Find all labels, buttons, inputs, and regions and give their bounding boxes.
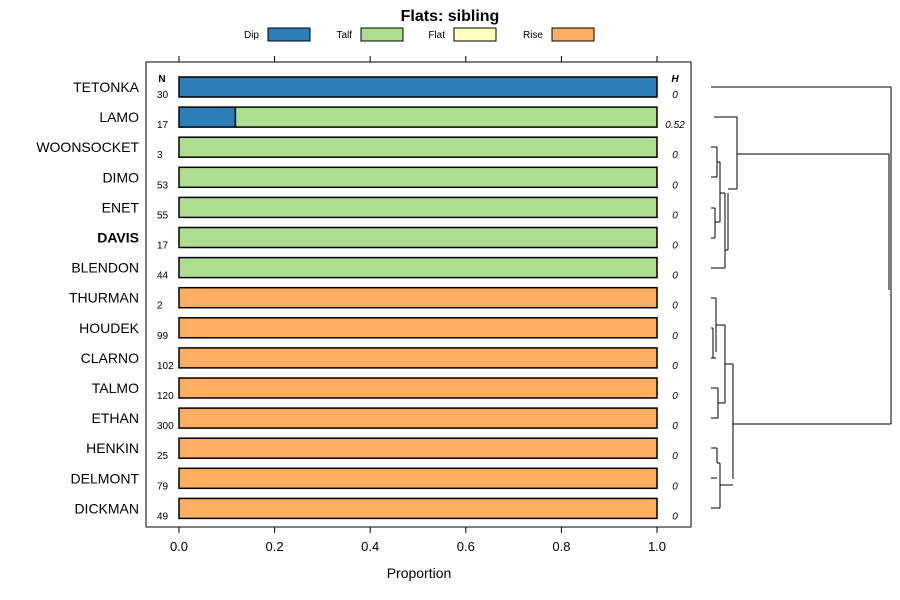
bars-group bbox=[178, 76, 658, 520]
n-value-talmo: 120 bbox=[157, 391, 174, 402]
n-value-davis: 17 bbox=[157, 241, 169, 252]
n-value-thurman: 2 bbox=[157, 301, 163, 312]
h-value-houdek: 0 bbox=[672, 331, 678, 342]
n-value-dimo: 53 bbox=[157, 180, 169, 191]
bar-enet-talf bbox=[178, 196, 658, 219]
h-value-enet: 0 bbox=[672, 210, 678, 221]
h-value-clarno: 0 bbox=[672, 361, 678, 372]
h-value-lamo: 0.52 bbox=[665, 120, 685, 131]
row-label-delmont: DELMONT bbox=[71, 470, 140, 486]
h-value-woonsocket: 0 bbox=[672, 150, 678, 161]
bar-davis-talf bbox=[178, 226, 658, 249]
h-labels: 0 0.52 0 0 0 0 0 0 0 0 0 0 0 0 0 bbox=[665, 90, 685, 522]
n-column-header: N bbox=[158, 74, 165, 85]
n-value-henkin: 25 bbox=[157, 451, 169, 462]
n-value-houdek: 99 bbox=[157, 331, 169, 342]
n-value-blendon: 44 bbox=[157, 271, 169, 282]
h-value-davis: 0 bbox=[672, 241, 678, 252]
legend-label-talf: Talf bbox=[336, 30, 352, 41]
bar-lamo-dip bbox=[178, 106, 237, 128]
bar-clarno-rise bbox=[178, 347, 658, 369]
h-value-dickman: 0 bbox=[672, 511, 678, 522]
legend-label-flat: Flat bbox=[428, 30, 445, 41]
x-tick-label-4: 0.8 bbox=[552, 539, 570, 554]
h-value-talmo: 0 bbox=[672, 391, 678, 402]
row-label-dickman: DICKMAN bbox=[74, 500, 139, 516]
bar-thurman-rise bbox=[178, 286, 658, 309]
row-label-thurman: THURMAN bbox=[69, 290, 139, 306]
n-value-delmont: 79 bbox=[157, 481, 169, 492]
h-value-delmont: 0 bbox=[672, 481, 678, 492]
h-value-henkin: 0 bbox=[672, 451, 678, 462]
bar-dickman-rise bbox=[178, 497, 658, 520]
row-label-ethan: ETHAN bbox=[92, 410, 139, 426]
bar-lamo-talf bbox=[234, 106, 658, 128]
bar-tetonka-dip bbox=[178, 76, 658, 98]
legend-swatch-dip bbox=[267, 27, 311, 42]
legend-swatch-flat bbox=[453, 27, 497, 42]
row-label-dimo: DIMO bbox=[102, 169, 139, 185]
legend-swatch-talf bbox=[360, 27, 404, 42]
bar-talmo-rise bbox=[178, 377, 658, 399]
h-value-blendon: 0 bbox=[672, 271, 678, 282]
n-value-lamo: 17 bbox=[157, 120, 169, 131]
n-value-woonsocket: 3 bbox=[157, 150, 163, 161]
row-label-talmo: TALMO bbox=[92, 380, 139, 396]
n-value-ethan: 300 bbox=[157, 421, 174, 432]
bar-ethan-rise bbox=[178, 407, 658, 429]
n-value-clarno: 102 bbox=[157, 361, 174, 372]
row-label-clarno: CLARNO bbox=[81, 350, 139, 366]
bar-houdek-rise bbox=[178, 317, 658, 339]
row-label-henkin: HENKIN bbox=[86, 440, 139, 456]
n-labels: 30 17 3 53 55 17 44 2 99 102 120 300 25 79 49 bbox=[157, 90, 174, 522]
bar-blendon-talf bbox=[178, 256, 658, 279]
row-label-lamo: LAMO bbox=[99, 109, 139, 125]
row-label-davis: DAVIS bbox=[97, 230, 139, 246]
x-tick-label-0: 0.0 bbox=[170, 539, 188, 554]
x-axis-label: Proportion bbox=[387, 565, 452, 581]
row-label-houdek: HOUDEK bbox=[79, 320, 140, 336]
row-labels: TETONKA LAMO WOONSOCKET DIMO ENET DAVIS BLENDO… bbox=[36, 79, 139, 516]
legend-label-dip: Dip bbox=[244, 30, 259, 41]
plot-frame bbox=[145, 61, 692, 528]
x-tick-label-3: 0.6 bbox=[457, 539, 475, 554]
bar-dimo-talf bbox=[178, 166, 658, 189]
h-value-dimo: 0 bbox=[672, 180, 678, 191]
bar-henkin-rise bbox=[178, 437, 658, 459]
dendrogram bbox=[711, 86, 892, 509]
h-value-ethan: 0 bbox=[672, 421, 678, 432]
row-label-blendon: BLENDON bbox=[71, 260, 139, 276]
n-value-dickman: 49 bbox=[157, 511, 169, 522]
row-label-tetonka: TETONKA bbox=[73, 79, 140, 95]
x-tick-label-5: 1.0 bbox=[648, 539, 666, 554]
x-tick-label-1: 0.2 bbox=[266, 539, 284, 554]
h-value-tetonka: 0 bbox=[672, 90, 678, 101]
h-value-thurman: 0 bbox=[672, 301, 678, 312]
row-label-enet: ENET bbox=[102, 199, 140, 215]
bar-delmont-rise bbox=[178, 467, 658, 490]
chart-title: Flats: sibling bbox=[401, 8, 500, 25]
n-value-enet: 55 bbox=[157, 210, 169, 221]
legend-swatch-rise bbox=[551, 27, 595, 42]
h-column-header: H bbox=[671, 74, 679, 85]
legend: Dip Talf Flat Rise bbox=[244, 27, 595, 42]
row-label-woonsocket: WOONSOCKET bbox=[36, 139, 139, 155]
x-axis: 0.0 0.2 0.4 0.6 0.8 1.0 bbox=[170, 56, 666, 554]
n-value-tetonka: 30 bbox=[157, 90, 169, 101]
x-tick-label-2: 0.4 bbox=[361, 539, 379, 554]
bar-woonsocket-talf bbox=[178, 136, 658, 158]
legend-label-rise: Rise bbox=[523, 30, 543, 41]
